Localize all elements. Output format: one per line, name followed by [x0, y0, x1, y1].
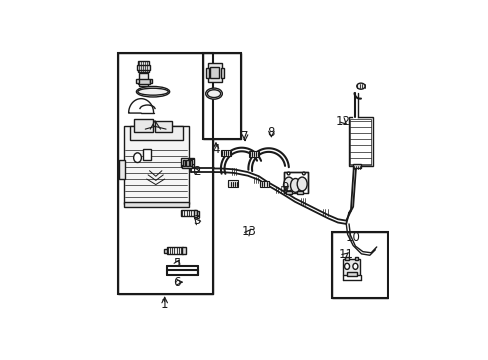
Bar [221, 68, 224, 78]
Ellipse shape [356, 83, 365, 89]
Ellipse shape [290, 179, 300, 192]
Ellipse shape [302, 172, 305, 175]
Bar [249, 151, 259, 157]
Bar [164, 249, 167, 253]
Bar [189, 160, 191, 166]
Text: 5: 5 [173, 257, 181, 270]
Bar [297, 191, 302, 194]
Ellipse shape [136, 86, 169, 97]
Ellipse shape [133, 153, 141, 162]
Text: 1: 1 [161, 298, 168, 311]
Bar [123, 126, 188, 204]
Bar [138, 61, 148, 72]
Ellipse shape [205, 88, 222, 99]
Bar [118, 53, 213, 294]
Bar [123, 202, 188, 207]
Ellipse shape [138, 88, 168, 95]
Text: 10: 10 [345, 231, 360, 244]
Bar [196, 211, 198, 216]
Ellipse shape [286, 172, 289, 175]
Bar [203, 53, 241, 139]
Bar [346, 272, 356, 276]
Text: 4: 4 [212, 143, 219, 156]
Bar [203, 53, 241, 139]
Text: 2: 2 [192, 165, 200, 178]
Bar [138, 79, 149, 84]
Text: 6: 6 [173, 276, 181, 289]
Bar [181, 210, 196, 216]
Bar [139, 73, 148, 86]
Text: 9: 9 [281, 181, 288, 194]
Ellipse shape [297, 177, 306, 191]
Bar [137, 64, 150, 69]
Bar [166, 247, 183, 255]
Text: 12: 12 [335, 115, 350, 128]
Bar [354, 257, 357, 260]
Bar [332, 232, 387, 298]
Bar [130, 126, 183, 140]
Bar [332, 232, 387, 298]
Bar [182, 165, 192, 168]
Text: 13: 13 [241, 225, 256, 238]
Text: 3: 3 [192, 214, 200, 227]
Bar [343, 260, 359, 275]
Bar [350, 119, 370, 165]
Bar [285, 191, 291, 194]
Bar [348, 117, 372, 166]
Text: 11: 11 [338, 248, 353, 261]
Bar [345, 257, 348, 260]
Bar [209, 67, 219, 78]
Bar [143, 149, 150, 160]
Bar [284, 172, 307, 193]
Bar [227, 180, 237, 186]
Bar [155, 121, 171, 132]
Bar [133, 120, 153, 132]
Bar [119, 159, 125, 179]
Bar [150, 79, 152, 82]
Bar [187, 159, 194, 164]
Ellipse shape [352, 263, 357, 269]
Bar [181, 158, 194, 167]
Bar [259, 181, 269, 187]
Bar [118, 53, 213, 294]
Ellipse shape [207, 90, 220, 98]
Bar [136, 79, 138, 82]
Bar [186, 160, 188, 166]
Bar [205, 68, 208, 78]
Bar [207, 63, 222, 82]
Text: 8: 8 [267, 126, 275, 139]
Bar [193, 210, 197, 217]
Bar [182, 247, 185, 254]
Ellipse shape [344, 263, 349, 269]
Bar [183, 160, 185, 166]
Bar [221, 150, 230, 156]
Text: 7: 7 [241, 130, 248, 143]
Ellipse shape [284, 177, 293, 191]
Bar [352, 163, 361, 168]
